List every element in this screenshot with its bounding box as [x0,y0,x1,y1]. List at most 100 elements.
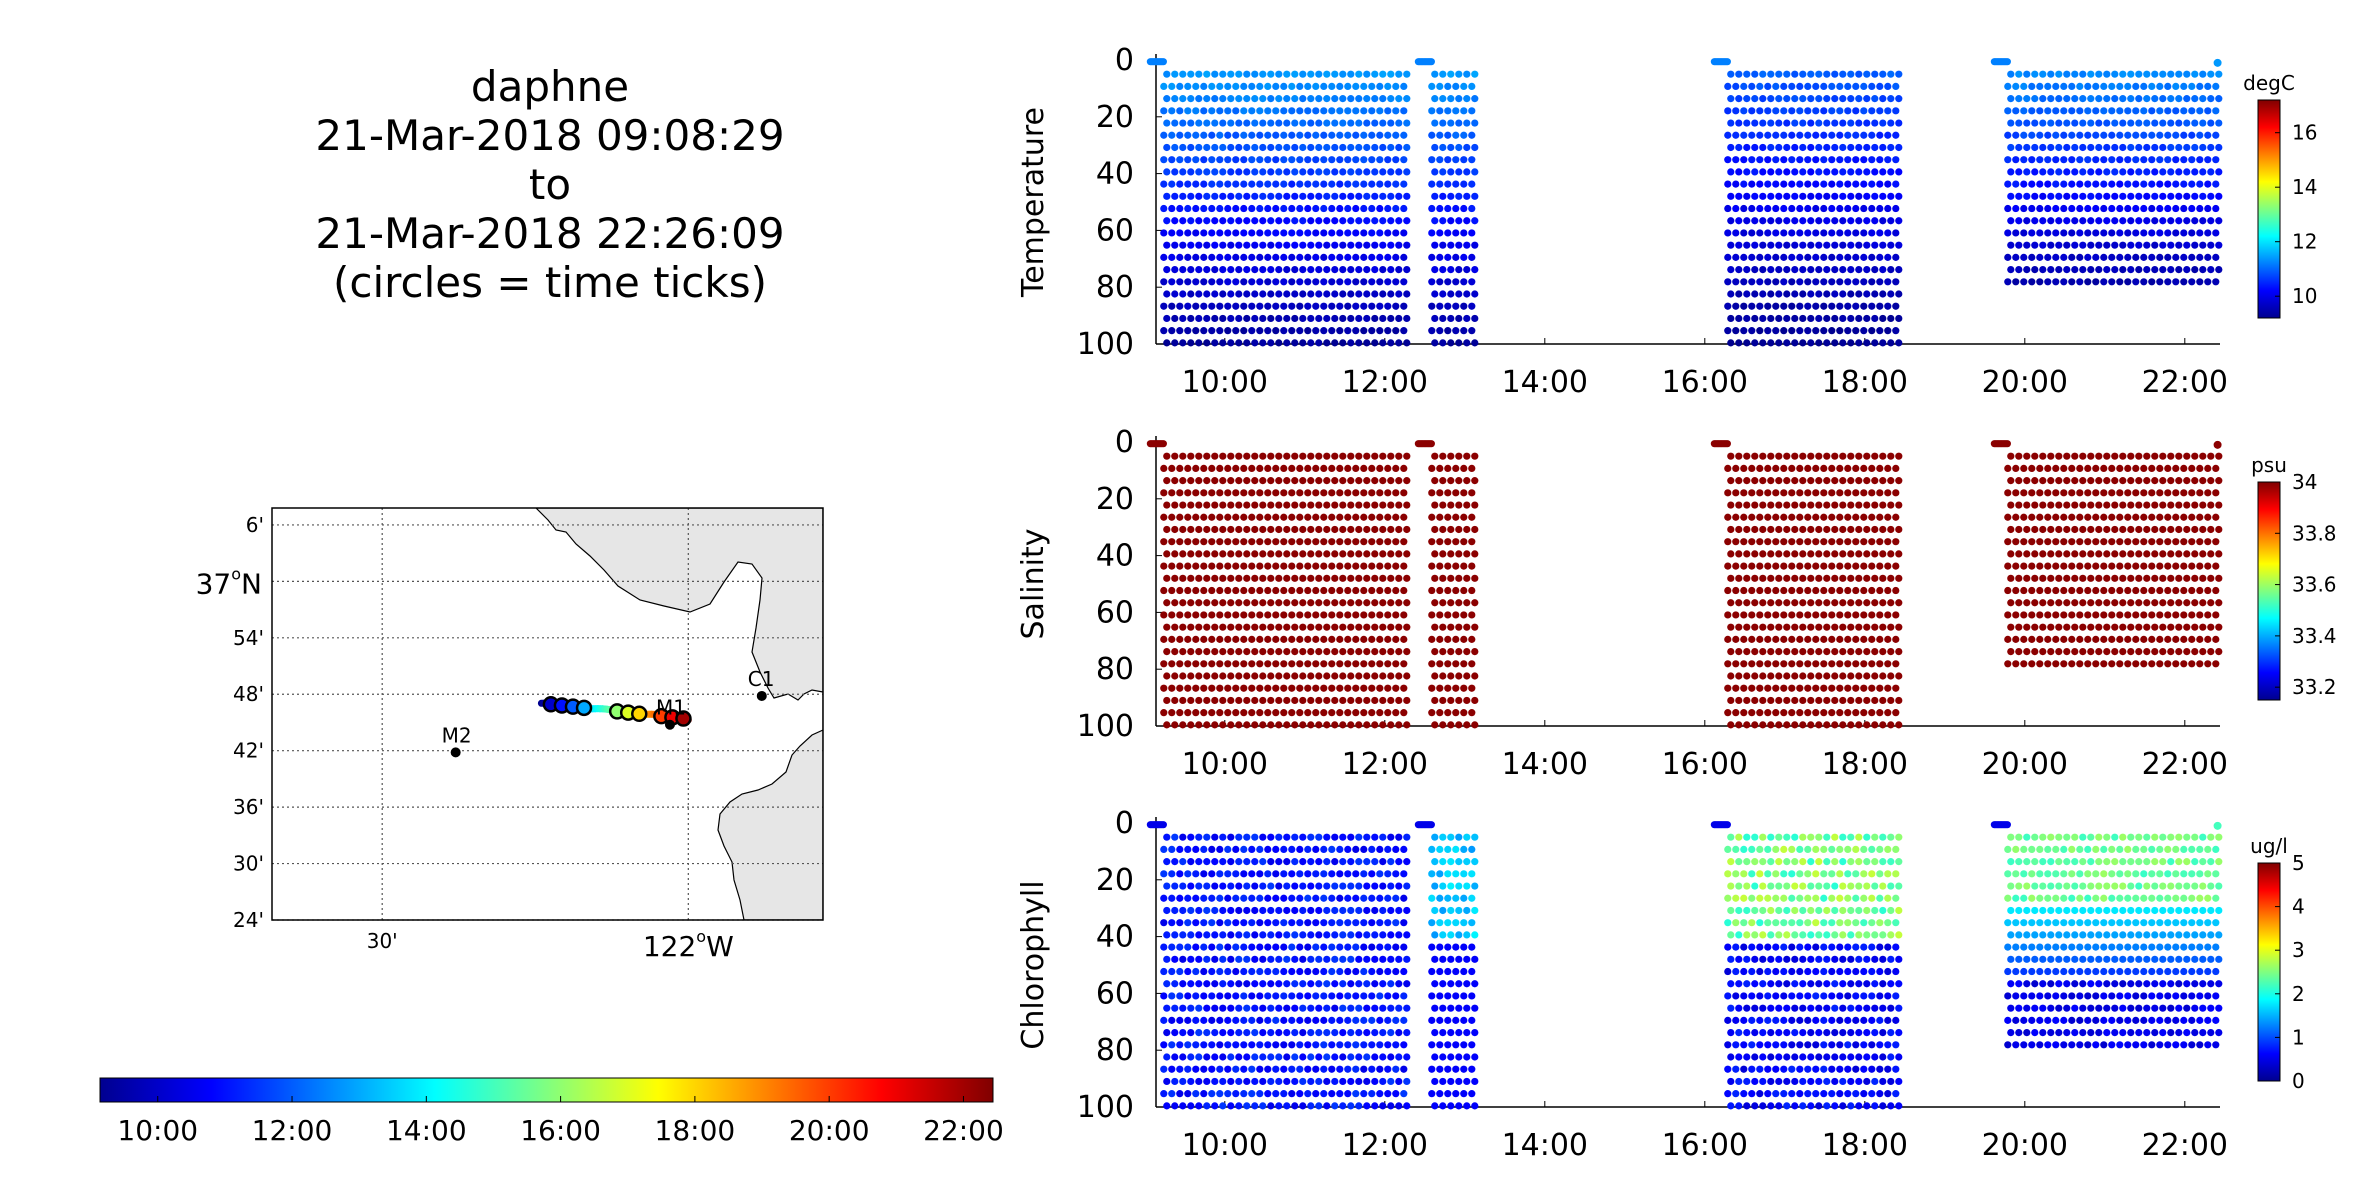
data-point [2116,513,2124,521]
data-point [2015,192,2023,200]
data-point [1347,623,1355,631]
data-point [1804,538,1812,546]
data-point [1235,550,1243,558]
data-point [1732,845,1740,854]
data-point [1431,1077,1439,1086]
data-point [1160,967,1168,976]
data-point [1468,302,1476,310]
x-tick-label: 18:00 [1822,365,1908,400]
data-point [1192,82,1200,91]
data-point [2212,513,2220,521]
data-point [1727,1028,1735,1037]
data-point [1227,599,1235,607]
data-point [1887,623,1895,631]
data-point [2204,611,2212,619]
data-point [1868,278,1876,286]
data-point [2140,586,2148,595]
data-point [2036,538,2044,546]
data-point [1371,980,1379,988]
data-point [1171,833,1179,841]
data-point [1352,1016,1360,1024]
data-point [1471,339,1479,347]
data-point [1267,647,1275,656]
data-point [1431,906,1439,915]
data-point [1727,623,1735,631]
data-point [2079,265,2087,274]
data-point [1392,131,1400,139]
data-point [1871,672,1879,680]
data-point [1460,660,1468,668]
map-frame [271,507,824,921]
data-point [1331,217,1339,225]
data-point [1775,599,1783,607]
data-point [2007,143,2015,152]
data-point [1168,253,1176,261]
data-point [2164,180,2172,188]
data-point [1447,882,1455,890]
data-point [2007,599,2015,607]
data-point [2012,82,2020,91]
data-point [1764,709,1772,717]
data-point [2076,513,2084,521]
data-point [1759,95,1767,103]
data-point [1296,204,1304,213]
data-point [1267,452,1275,460]
data-point [2135,217,2143,225]
data-point [2047,241,2055,249]
data-point [1360,1016,1368,1024]
data-point [1347,501,1355,509]
data-point [1248,919,1256,927]
data-point [1240,635,1248,643]
data-point [1299,168,1307,176]
data-point [1195,980,1203,988]
data-point [1304,1016,1312,1024]
data-point [1384,464,1392,473]
data-point [1743,1102,1751,1110]
data-point [1328,870,1336,878]
data-point [1299,525,1307,534]
data-point [2047,477,2055,485]
data-point [1192,1090,1200,1098]
data-point [1431,721,1439,729]
data-point [1304,302,1312,310]
data-point [1187,906,1195,915]
data-point [1371,623,1379,631]
data-point [1216,327,1224,335]
data-point [1847,241,1855,249]
data-point [1304,1090,1312,1098]
data-point [2183,265,2191,274]
data-point [1804,180,1812,188]
data-point [2047,452,2055,460]
data-point [2044,180,2052,188]
data-point [1243,501,1251,509]
data-point [2124,82,2132,91]
data-point [1280,894,1288,902]
data-point [1179,696,1187,705]
data-point [1756,894,1764,902]
data-point [1216,1016,1224,1024]
data-point [1855,721,1863,729]
data-point [1304,229,1312,237]
data-point [1179,143,1187,152]
data-point [2068,131,2076,139]
data-point [2052,156,2060,164]
data-point [1839,647,1847,656]
data-point [1428,464,1436,473]
data-point [1179,501,1187,509]
data-point [1272,562,1280,570]
data-point [1732,204,1740,213]
data-point [1195,1004,1203,1012]
data-point [1203,599,1211,607]
data-point [1339,882,1347,890]
data-point [2055,168,2063,176]
data-point [1203,672,1211,680]
data-point [1799,339,1807,347]
data-point [1836,253,1844,261]
data-point [1775,696,1783,705]
data-point [1283,858,1291,866]
data-point [1743,452,1751,460]
data-point [2196,586,2204,595]
data-point [1264,919,1272,927]
data-point [1724,894,1732,902]
data-point [1352,204,1360,213]
